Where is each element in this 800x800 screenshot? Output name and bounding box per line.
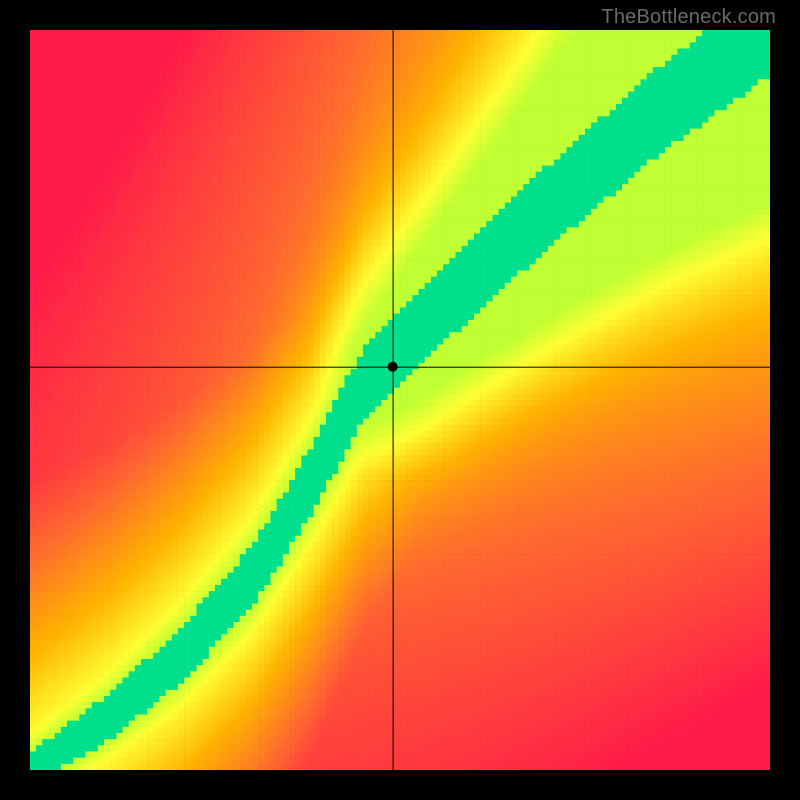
heatmap-canvas bbox=[30, 30, 770, 770]
watermark-text: TheBottleneck.com bbox=[601, 6, 776, 29]
chart-container: TheBottleneck.com bbox=[0, 0, 800, 800]
heatmap-plot bbox=[30, 30, 770, 770]
